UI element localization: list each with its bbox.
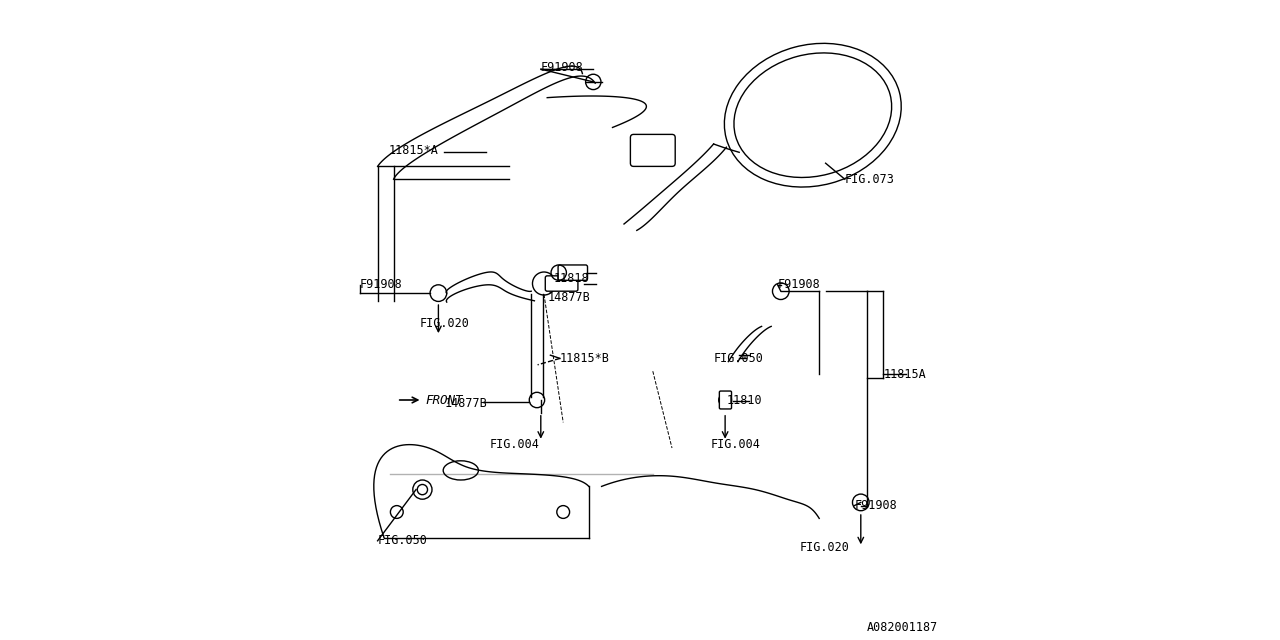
FancyBboxPatch shape bbox=[545, 276, 579, 291]
Text: 14877B: 14877B bbox=[548, 291, 590, 304]
Text: FIG.020: FIG.020 bbox=[800, 541, 850, 554]
Text: FIG.050: FIG.050 bbox=[714, 352, 763, 365]
Text: FIG.020: FIG.020 bbox=[420, 317, 468, 330]
Text: F91908: F91908 bbox=[777, 278, 820, 291]
FancyBboxPatch shape bbox=[558, 265, 588, 280]
Text: FIG.004: FIG.004 bbox=[490, 438, 539, 451]
Text: F91908: F91908 bbox=[360, 278, 402, 291]
Text: 11815A: 11815A bbox=[883, 368, 925, 381]
Text: 11815*B: 11815*B bbox=[561, 352, 609, 365]
Text: 11815*A: 11815*A bbox=[389, 144, 438, 157]
Text: F91908: F91908 bbox=[540, 61, 584, 74]
Text: FIG.073: FIG.073 bbox=[845, 173, 895, 186]
Text: FIG.050: FIG.050 bbox=[378, 534, 428, 547]
Text: 11818: 11818 bbox=[554, 272, 589, 285]
Text: A082001187: A082001187 bbox=[867, 621, 937, 634]
Text: FIG.004: FIG.004 bbox=[710, 438, 760, 451]
Text: 14877B: 14877B bbox=[445, 397, 488, 410]
Text: F91908: F91908 bbox=[855, 499, 897, 512]
Text: FRONT: FRONT bbox=[425, 394, 463, 406]
Text: 11810: 11810 bbox=[727, 394, 762, 406]
FancyBboxPatch shape bbox=[719, 391, 732, 409]
